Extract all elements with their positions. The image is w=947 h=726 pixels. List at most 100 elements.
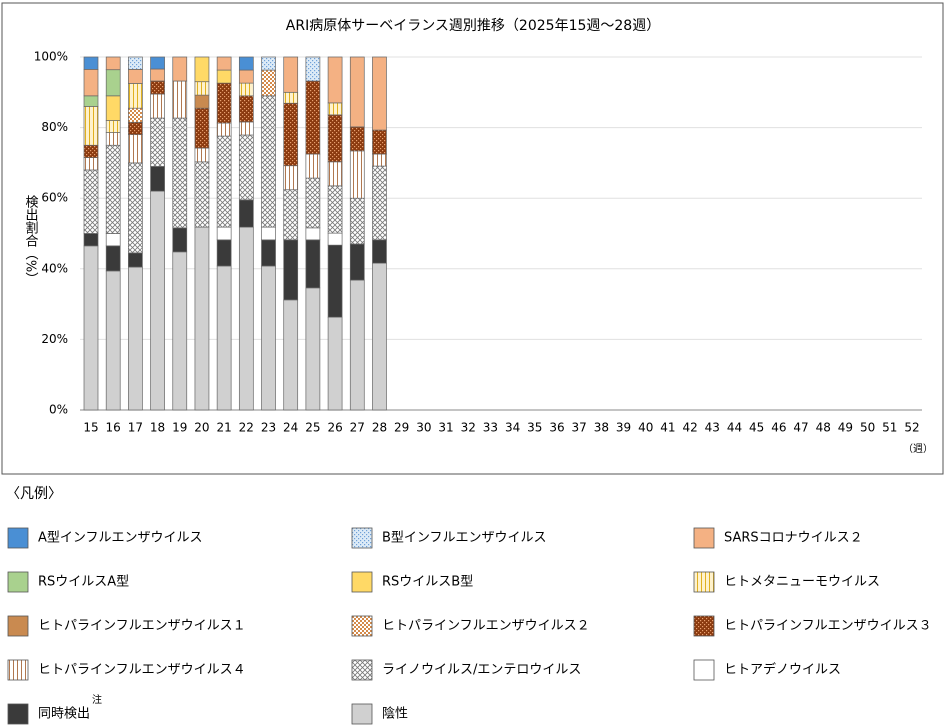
x-tick-label: 35 bbox=[527, 421, 542, 435]
bar-segment bbox=[105, 95, 121, 121]
x-tick-label: 24 bbox=[283, 421, 298, 435]
bar-segment bbox=[372, 262, 387, 411]
bar-segment bbox=[238, 95, 254, 123]
bar-segment bbox=[372, 129, 387, 155]
bar-segment bbox=[128, 134, 143, 164]
legend-label: A型インフルエンザウイルス bbox=[38, 531, 203, 546]
legend-label: SARSコロナウイルス２ bbox=[724, 531, 863, 546]
legend-swatch bbox=[693, 571, 715, 593]
legend-swatch bbox=[351, 703, 373, 725]
bar-segment bbox=[238, 121, 254, 136]
bar-segment bbox=[327, 185, 343, 234]
x-tick-label: 46 bbox=[771, 421, 786, 435]
bar-segment bbox=[83, 95, 99, 107]
bar-segment bbox=[372, 153, 387, 167]
x-tick-label: 23 bbox=[261, 421, 276, 435]
bar-segment bbox=[216, 226, 232, 241]
legend-label: 同時検出 bbox=[38, 707, 90, 722]
y-tick-label: 40% bbox=[41, 261, 68, 275]
legend-swatch bbox=[7, 571, 29, 593]
x-tick-label: 43 bbox=[705, 421, 720, 435]
bar-segment bbox=[305, 56, 321, 82]
bar-segment bbox=[105, 132, 121, 146]
bar-segment bbox=[327, 232, 343, 246]
bar-segment bbox=[83, 169, 99, 234]
x-tick-label: 15 bbox=[83, 421, 98, 435]
x-tick-label: 30 bbox=[416, 421, 431, 435]
bar-segment bbox=[238, 56, 254, 71]
bar-segment bbox=[349, 279, 365, 411]
bar-segment bbox=[194, 81, 210, 96]
x-tick-label: 48 bbox=[816, 421, 831, 435]
y-tick-label: 0% bbox=[49, 403, 68, 417]
x-tick-label: 19 bbox=[172, 421, 187, 435]
bar-segment bbox=[283, 239, 299, 301]
bar-segment bbox=[349, 56, 365, 128]
note-mark: 注 bbox=[92, 693, 102, 706]
bar-segment bbox=[105, 144, 121, 234]
bar-segment bbox=[83, 144, 99, 158]
bar-segment bbox=[327, 114, 343, 163]
bar-segment bbox=[283, 91, 299, 104]
x-tick-label: 29 bbox=[394, 421, 409, 435]
x-tick-label: 42 bbox=[682, 421, 697, 435]
bar-segment bbox=[128, 56, 143, 70]
legend-swatch bbox=[693, 659, 715, 681]
x-tick-label: 36 bbox=[549, 421, 564, 435]
bar-segment bbox=[150, 56, 165, 70]
bar-segment bbox=[105, 69, 121, 97]
x-tick-label: 21 bbox=[216, 421, 231, 435]
bar-segment bbox=[216, 122, 232, 137]
bar-segment bbox=[261, 265, 276, 411]
legend-swatch bbox=[7, 703, 29, 725]
x-tick-label: 22 bbox=[239, 421, 254, 435]
legend-swatch bbox=[351, 527, 373, 549]
bar-segment bbox=[305, 177, 321, 229]
legend-swatch bbox=[693, 615, 715, 637]
bar-segment bbox=[283, 56, 299, 93]
bar-segment bbox=[305, 239, 321, 289]
bar-segment bbox=[305, 80, 321, 155]
x-tick-label: 34 bbox=[505, 421, 520, 435]
bar-segment bbox=[194, 161, 210, 228]
x-tick-label: 45 bbox=[749, 421, 764, 435]
bar-segment bbox=[216, 56, 232, 71]
bar-segment bbox=[372, 239, 387, 264]
bar-segment bbox=[216, 265, 232, 411]
y-tick-label: 80% bbox=[41, 120, 68, 134]
bar-segment bbox=[327, 56, 343, 104]
x-tick-label: 44 bbox=[727, 421, 742, 435]
bar-segment bbox=[261, 239, 276, 267]
bar-segment bbox=[261, 69, 276, 97]
x-tick-label: 16 bbox=[106, 421, 121, 435]
bar-segment bbox=[238, 69, 254, 84]
bar-segment bbox=[305, 153, 321, 179]
legend-swatch bbox=[351, 571, 373, 593]
bar-segment bbox=[327, 316, 343, 411]
x-tick-label: 38 bbox=[594, 421, 609, 435]
bar-segment bbox=[283, 165, 299, 191]
bar-segment bbox=[283, 189, 299, 241]
bar-segment bbox=[238, 226, 254, 411]
bar-segment bbox=[105, 56, 121, 71]
bar-segment bbox=[105, 270, 121, 411]
bar-segment bbox=[194, 56, 210, 83]
bar-segment bbox=[83, 157, 99, 171]
chart-frame bbox=[1, 2, 944, 475]
x-tick-label: 32 bbox=[461, 421, 476, 435]
x-tick-label: 47 bbox=[793, 421, 808, 435]
bar-segment bbox=[172, 80, 188, 119]
bar-segment bbox=[349, 243, 365, 281]
x-tick-label: 25 bbox=[305, 421, 320, 435]
bar-segment bbox=[172, 117, 188, 229]
x-tick-label: 52 bbox=[904, 421, 919, 435]
bar-segment bbox=[238, 199, 254, 228]
bar-segment bbox=[128, 252, 143, 268]
bar-segment bbox=[194, 147, 210, 163]
x-tick-label: 39 bbox=[616, 421, 631, 435]
bar-segment bbox=[283, 102, 299, 167]
bar-segment bbox=[128, 69, 143, 84]
legend-swatch bbox=[693, 527, 715, 549]
legend-label: ヒトパラインフルエンザウイルス１ bbox=[38, 619, 246, 634]
